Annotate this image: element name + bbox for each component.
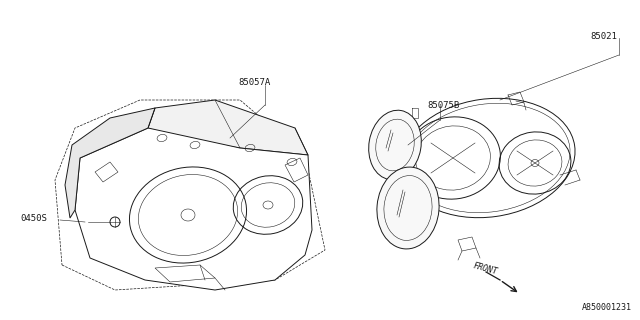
Text: 85057A: 85057A	[238, 77, 270, 86]
Text: FRONT: FRONT	[472, 261, 499, 276]
Ellipse shape	[531, 159, 539, 166]
Text: 85075B: 85075B	[427, 100, 460, 109]
Ellipse shape	[377, 167, 439, 249]
Polygon shape	[148, 100, 308, 155]
Text: 85021: 85021	[590, 31, 617, 41]
Ellipse shape	[181, 209, 195, 221]
Polygon shape	[75, 128, 312, 290]
Text: 0450S: 0450S	[20, 213, 47, 222]
Ellipse shape	[369, 110, 421, 180]
Polygon shape	[65, 108, 155, 218]
Ellipse shape	[263, 201, 273, 209]
Text: A850001231: A850001231	[582, 303, 632, 312]
